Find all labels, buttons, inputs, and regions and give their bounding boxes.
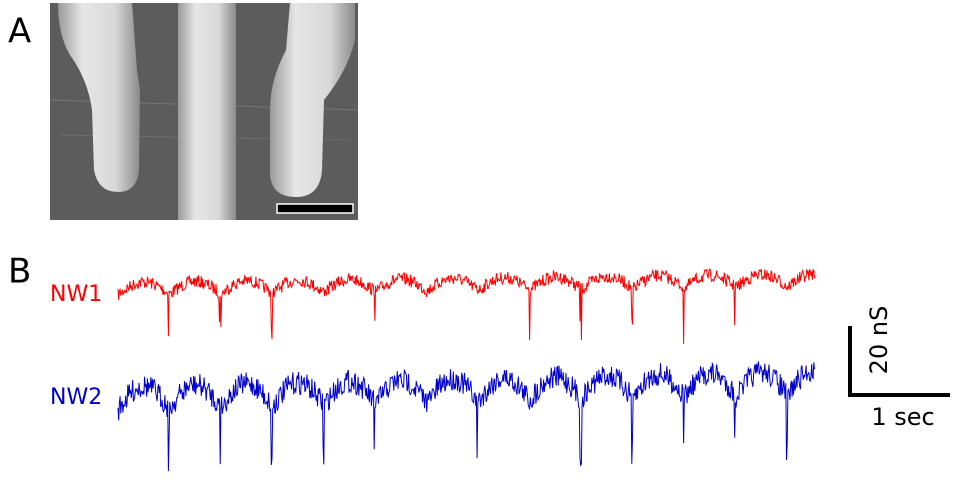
panel-label: A	[8, 12, 31, 52]
panel-label: B	[8, 252, 31, 292]
sem-image	[50, 3, 358, 220]
trace	[118, 269, 815, 344]
scale-bar: 20 nS 1 sec	[848, 306, 950, 431]
figure: A B NW1 NW2 20 nS 1 sec	[0, 0, 958, 483]
trace	[118, 362, 815, 472]
scale-label: 20 nS	[865, 306, 893, 375]
trace-label: NW2	[50, 385, 102, 410]
trace-label: NW1	[50, 282, 102, 307]
traces: NW1 NW2	[50, 269, 815, 471]
scale-label: 1 sec	[871, 403, 934, 431]
